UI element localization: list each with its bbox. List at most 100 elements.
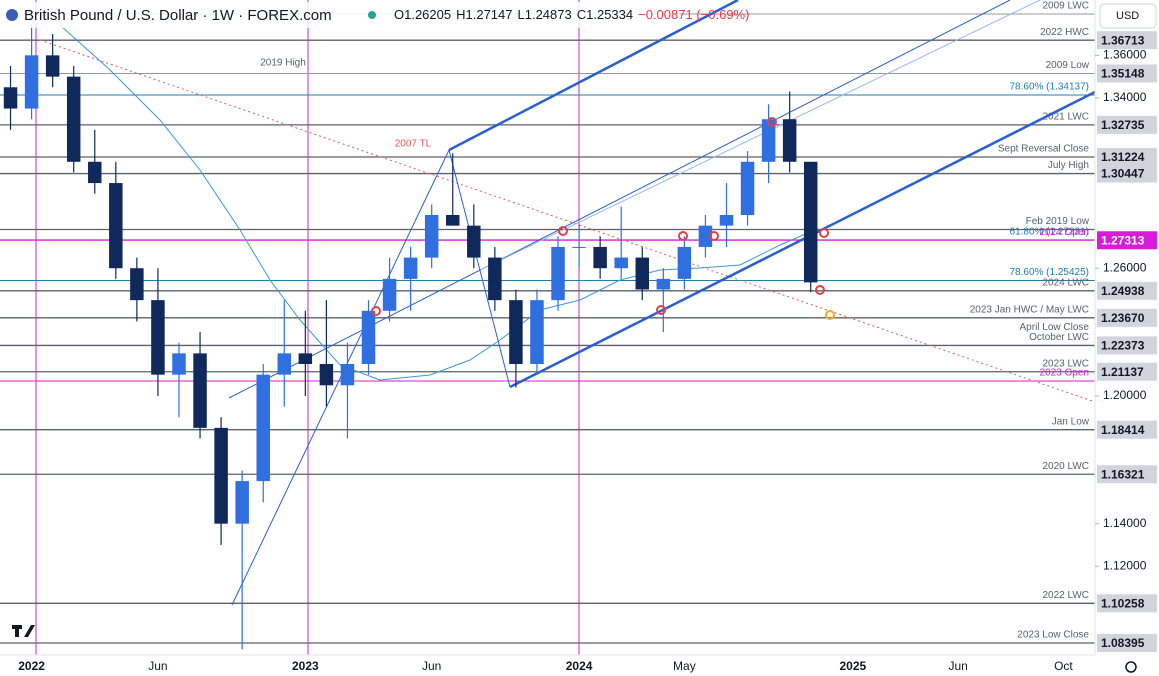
price-label-box (1097, 633, 1157, 652)
candle-body (424, 214, 439, 258)
y-tick-label: 1.12000 (1103, 558, 1147, 572)
x-tick-label: 2024 (566, 659, 593, 673)
price-label-box (1097, 420, 1157, 439)
price-label: 1.32735 (1101, 118, 1145, 132)
candle-body (803, 161, 818, 283)
level-label: 2022 HWC (1040, 27, 1089, 38)
level-label: 2009 Low (1046, 60, 1090, 71)
level-label: 2023 LWC (1042, 358, 1089, 369)
price-label-box (1097, 308, 1157, 327)
candle-body (635, 257, 649, 290)
candle-body (761, 119, 776, 162)
candle-body (3, 87, 18, 109)
header-value: H1.27147 (456, 7, 512, 22)
candle-body (298, 353, 313, 365)
price-label: 1.23670 (1101, 311, 1145, 325)
trendlines (39, 0, 1096, 606)
candle-body (740, 161, 755, 215)
level-label: October LWC (1029, 332, 1089, 343)
levels: 2009 LWC 2022 HWC 2009 Low 78.60% (1.34137)… (0, 1, 1095, 644)
candle-body (45, 55, 60, 77)
candle-body (277, 353, 292, 375)
header-value: −0.00871 (−0.69%) (638, 7, 749, 22)
currency: USD (1116, 10, 1139, 22)
price-label: 1.24938 (1101, 284, 1145, 298)
level-label: 2023 Jan HWC / May LWC (970, 304, 1089, 315)
y-tick-label: 1.34000 (1103, 90, 1147, 104)
candle-body (446, 214, 460, 226)
candle-body (677, 246, 692, 279)
level-label: 2023 Low Close (1017, 630, 1089, 641)
level-label: 2009 LWC (1042, 1, 1089, 12)
candle-body (572, 246, 586, 248)
x-tick-label: May (673, 659, 696, 673)
price-label-box (1097, 64, 1157, 83)
x-tick-label: Jun (148, 659, 167, 673)
price-label: 1.36713 (1101, 33, 1145, 47)
price-label-box (1097, 594, 1157, 613)
candle-body (66, 76, 81, 162)
candle-body (214, 427, 228, 524)
level-label: April Low Close (1020, 322, 1090, 333)
candle-body (130, 268, 144, 301)
candle-body (509, 300, 523, 365)
level-label: 2024 LWC (1042, 277, 1089, 288)
settings-icon[interactable] (1125, 661, 1137, 673)
price-label: 1.31224 (1101, 150, 1145, 164)
candle-body (656, 278, 671, 290)
x-tick-label: 2022 (18, 659, 45, 673)
header-value: C1.25334 (577, 7, 633, 22)
price-label-box (1097, 31, 1157, 50)
price-label-box (1097, 164, 1157, 183)
header-value: O1.26205 (394, 7, 451, 22)
candle-body (340, 364, 355, 386)
candle-body (551, 246, 565, 301)
ohlc-header: O1.26205 H1.27147 L1.24873 C1.25334 −0.00871… (394, 7, 749, 22)
level-label: 78.60% (1.34137) (1009, 82, 1089, 93)
candle-body (382, 278, 397, 311)
candle-body (361, 310, 376, 365)
price-label: 1.21137 (1101, 365, 1144, 379)
level-label: Jan Low (1052, 416, 1090, 427)
candle-body (235, 481, 249, 524)
price-label: 1.27313 (1101, 233, 1145, 247)
x-tick-label: 2023 (292, 659, 319, 673)
price-label-box (1097, 362, 1157, 381)
candle-body (782, 119, 797, 162)
year-separators (35, 0, 580, 655)
level-label: 2021 LWC (1042, 111, 1089, 122)
level-label: Sept Reversal Close (998, 144, 1090, 155)
candle-body (256, 374, 270, 482)
candle-body (109, 183, 123, 269)
level-label: 2020 LWC (1042, 461, 1089, 472)
level-label: July High (1048, 160, 1089, 171)
candle-body (467, 225, 481, 258)
x-tick-label: Jun (422, 659, 441, 673)
y-tick-label: 1.14000 (1103, 516, 1147, 530)
price-label-box (1097, 115, 1157, 134)
x-tick-label: Oct (1054, 659, 1073, 673)
level-label: 2024 Open (1040, 227, 1090, 238)
price-label: 1.16321 (1101, 467, 1145, 481)
level-label: 78.60% (1.25425) (1009, 267, 1089, 278)
price-label: 1.08395 (1101, 636, 1145, 650)
price-label: 1.35148 (1101, 67, 1145, 81)
x-tick-label: 2025 (839, 659, 866, 673)
candle-body (488, 257, 502, 301)
level-label: 2022 LWC (1042, 590, 1089, 601)
level-label: 61.80% (1.27331) (1009, 227, 1089, 238)
candle-body (172, 353, 186, 375)
price-label-box (1097, 465, 1157, 484)
currency-button[interactable] (1099, 3, 1157, 29)
price-label-box (1097, 336, 1157, 355)
annotation: 2019 High (260, 58, 306, 69)
level-label: 2023 Open (1040, 368, 1090, 379)
annotation: 2007 TL (395, 139, 432, 150)
header: British Pound / U.S. Dollar · 1W · FOREX… (0, 2, 749, 28)
header-value: L1.24873 (518, 7, 572, 22)
y-tick-label: 1.20000 (1103, 388, 1147, 402)
y-tick-label: 1.26000 (1103, 260, 1147, 274)
markers (371, 117, 835, 320)
price-labels: 1.36713 1.35148 1.32735 1.31224 1.30447 1.273… (1095, 31, 1157, 652)
